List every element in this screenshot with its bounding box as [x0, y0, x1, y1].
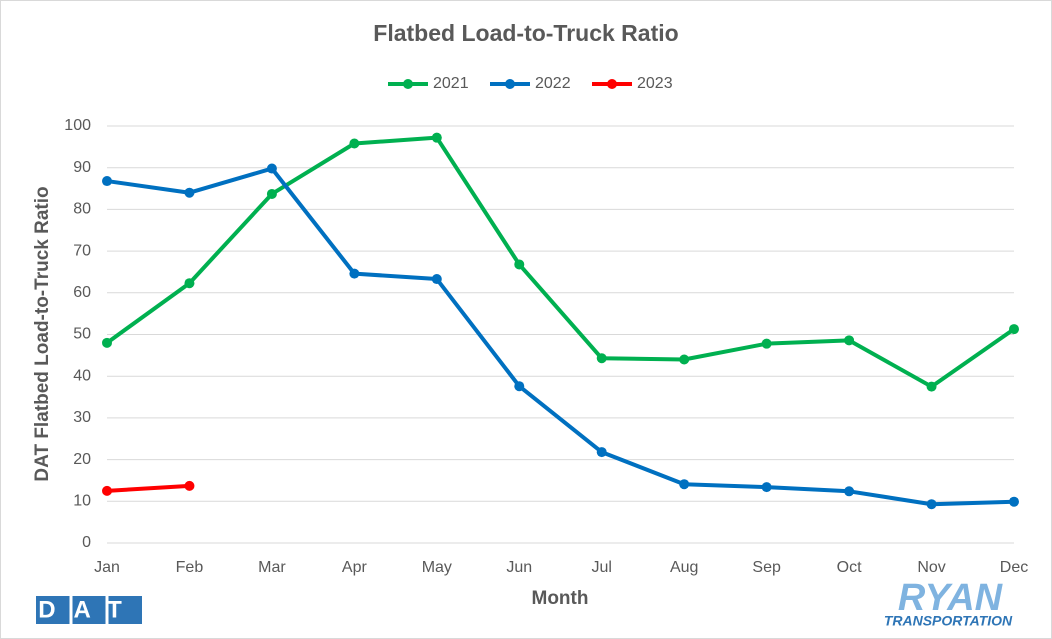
dat-logo: DAT	[36, 596, 142, 624]
x-tick-label: Aug	[670, 559, 698, 576]
logo-text: DAT	[38, 596, 140, 623]
series-line	[106, 166, 1015, 507]
data-point	[761, 338, 772, 349]
data-point	[1009, 496, 1019, 507]
data-point	[679, 479, 690, 490]
legend-marker	[607, 79, 617, 89]
legend-label: 2023	[637, 75, 673, 92]
y-tick-label: 70	[73, 242, 91, 259]
ryan-logo-sub: TRANSPORTATION	[884, 613, 1013, 629]
data-point	[266, 188, 277, 199]
data-point	[184, 480, 195, 491]
data-point	[514, 259, 525, 270]
data-point	[844, 335, 855, 346]
data-point	[184, 278, 195, 289]
y-tick-label: 90	[73, 159, 91, 176]
y-tick-label: 20	[73, 451, 91, 468]
data-point	[1009, 324, 1019, 335]
x-tick-label: Nov	[917, 559, 945, 576]
legend-marker	[403, 79, 413, 89]
data-point	[431, 274, 442, 285]
y-tick-label: 60	[73, 284, 91, 301]
data-point	[679, 354, 690, 365]
data-point	[431, 132, 442, 143]
y-tick-label: 50	[73, 326, 91, 343]
legend-label: 2022	[535, 75, 571, 92]
series-line	[106, 483, 190, 493]
y-tick-label: 10	[73, 493, 91, 510]
data-point	[102, 485, 112, 496]
x-tick-label: Dec	[1000, 559, 1028, 576]
data-point	[926, 381, 937, 392]
data-point	[266, 163, 277, 174]
legend-marker	[505, 79, 515, 89]
data-point	[349, 268, 360, 279]
data-point	[349, 138, 360, 149]
x-tick-label: Apr	[342, 559, 368, 576]
y-tick-label: 0	[82, 534, 91, 551]
chart-title: Flatbed Load-to-Truck Ratio	[373, 20, 678, 46]
data-point	[514, 381, 525, 392]
data-point	[596, 353, 607, 364]
data-point	[761, 482, 772, 493]
logo-box	[36, 596, 142, 624]
x-tick-label: May	[422, 559, 452, 576]
data-point	[596, 447, 607, 458]
data-point	[184, 187, 195, 198]
x-axis-label: Month	[532, 588, 589, 609]
x-tick-label: Sep	[752, 559, 781, 576]
data-point	[844, 486, 855, 497]
x-tick-label: Feb	[176, 559, 204, 576]
data-point	[102, 176, 112, 187]
y-tick-label: 30	[73, 409, 91, 426]
x-tick-label: Mar	[258, 559, 286, 576]
legend-label: 2021	[433, 75, 469, 92]
y-tick-label: 100	[64, 117, 91, 134]
x-tick-label: Jul	[592, 559, 612, 576]
x-tick-label: Oct	[837, 559, 862, 576]
data-point	[926, 499, 937, 510]
ryan-logo: RYAN	[898, 577, 1004, 619]
data-point	[102, 337, 112, 348]
y-axis-label: DAT Flatbed Load-to-Truck Ratio	[32, 186, 53, 481]
x-tick-label: Jan	[94, 559, 120, 576]
y-tick-label: 40	[73, 367, 91, 384]
y-tick-label: 80	[73, 201, 91, 218]
series-line	[105, 135, 1016, 389]
x-tick-label: Jun	[506, 559, 532, 576]
